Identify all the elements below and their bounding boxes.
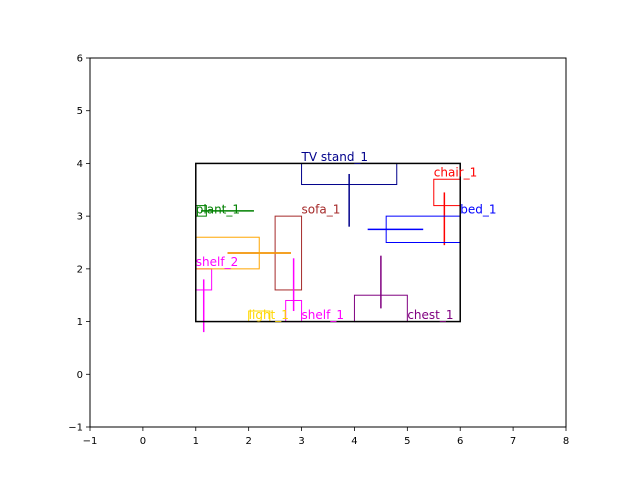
x-tick-label: 0 bbox=[140, 436, 146, 447]
labels-layer: TV stand_1 chair_1 bed_1 plant_1 sofa_1shelf… bbox=[196, 150, 497, 322]
x-axis: −1 0 1 2 3 4 5 6 7 8 bbox=[83, 427, 569, 447]
sofa-1-label: sofa_1 bbox=[302, 203, 341, 217]
chest-1-label: chest_1 bbox=[407, 308, 453, 322]
x-tick-label: 1 bbox=[193, 436, 199, 447]
plot-frame bbox=[89, 57, 567, 428]
y-tick-label: 5 bbox=[77, 106, 83, 117]
y-tick-label: −1 bbox=[68, 423, 83, 434]
y-tick-label: 4 bbox=[77, 159, 83, 170]
chair-1-box bbox=[433, 178, 461, 207]
x-tick-label: 2 bbox=[245, 436, 251, 447]
y-tick-label: 0 bbox=[77, 370, 83, 381]
y-tick-label: 2 bbox=[77, 264, 83, 275]
x-tick-label: 4 bbox=[351, 436, 357, 447]
bed-1-label: bed_1 bbox=[460, 203, 496, 217]
x-tick-label: 8 bbox=[563, 436, 569, 447]
light-1-label: light_1 bbox=[249, 308, 289, 322]
x-tick-label: 3 bbox=[298, 436, 304, 447]
tv-stand-1-label: TV stand_1 bbox=[301, 150, 369, 164]
objects-layer bbox=[195, 162, 461, 333]
chair-1-label: chair_1 bbox=[434, 166, 477, 180]
y-tick-label: 1 bbox=[77, 317, 83, 328]
shelf-1-label: shelf_1 bbox=[302, 308, 344, 322]
x-tick-label: 6 bbox=[457, 436, 463, 447]
x-tick-label: 5 bbox=[404, 436, 410, 447]
y-axis: −1 0 1 2 3 4 5 6 bbox=[68, 54, 90, 434]
x-tick-label: 7 bbox=[510, 436, 516, 447]
plant-1-label: plant_1 bbox=[196, 203, 240, 217]
y-tick-label: 3 bbox=[77, 212, 83, 223]
room-boundary bbox=[195, 162, 461, 323]
x-tick-label: −1 bbox=[83, 436, 98, 447]
room-layer bbox=[195, 162, 461, 323]
y-tick-label: 6 bbox=[77, 54, 83, 65]
shelf-2-label: shelf_2 bbox=[196, 255, 238, 269]
